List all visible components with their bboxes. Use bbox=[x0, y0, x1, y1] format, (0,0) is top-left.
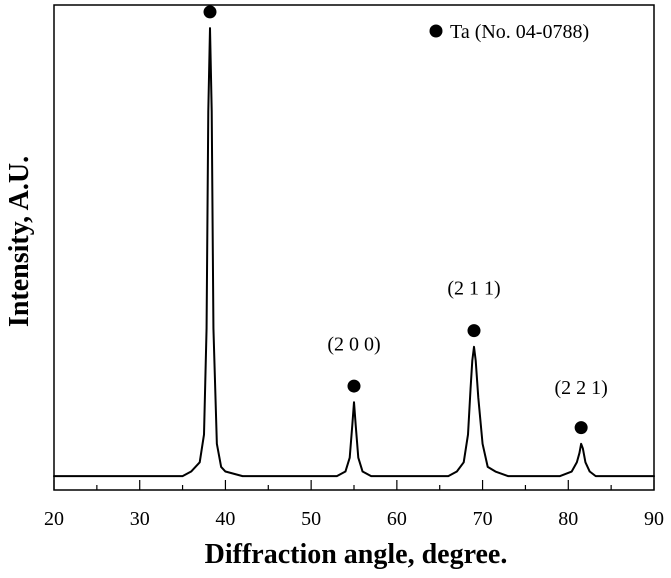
labels: Diffraction angle, degree. Intensity, A.U… bbox=[4, 5, 608, 570]
x-tick-label-80: 80 bbox=[558, 508, 578, 530]
peak-label-3: (2 2 1) bbox=[554, 377, 607, 399]
legend-marker bbox=[429, 24, 443, 38]
peak-marker-1 bbox=[347, 379, 361, 393]
x-tick-label-20: 20 bbox=[44, 508, 64, 530]
x-tick-label-60: 60 bbox=[387, 508, 407, 530]
y-axis-title: Intensity, A.U. bbox=[4, 156, 35, 327]
plot-area bbox=[53, 27, 655, 478]
x-tick-label-90: 90 bbox=[644, 508, 664, 530]
peak-marker-0 bbox=[203, 5, 217, 19]
x-axis-title: Diffraction angle, degree. bbox=[205, 539, 508, 570]
series-line-0 bbox=[53, 27, 655, 478]
legend-text: Ta (No. 04-0788) bbox=[450, 21, 589, 43]
plot-frame bbox=[53, 4, 655, 491]
peak-marker-3 bbox=[574, 421, 588, 435]
axes: 20 30 40 50 60 70 80 90 bbox=[44, 4, 664, 530]
peak-label-2: (2 1 1) bbox=[447, 278, 500, 300]
x-tick-label-50: 50 bbox=[301, 508, 321, 530]
x-tick-label-30: 30 bbox=[130, 508, 150, 530]
peak-label-1: (2 0 0) bbox=[327, 334, 380, 356]
peak-marker-2 bbox=[467, 324, 481, 338]
x-tick-label-40: 40 bbox=[215, 508, 235, 530]
x-tick-label-70: 70 bbox=[473, 508, 493, 530]
